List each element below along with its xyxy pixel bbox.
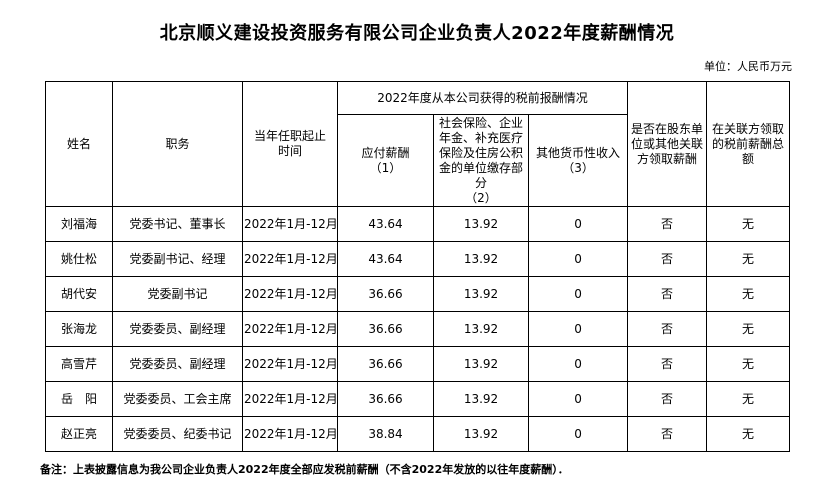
cell-related: 否: [627, 241, 708, 277]
cell-name: 岳 阳: [45, 381, 113, 417]
page-title: 北京顺义建设投资服务有限公司企业负责人2022年度薪酬情况: [159, 23, 675, 44]
footnote: 备注：上表披露信息为我公司企业负责人2022年度全部应发税前薪酬（不含2022年…: [40, 463, 569, 476]
cell-related: 否: [627, 206, 708, 242]
header-insurance: 社会保险、企业 年金、补充医疗 保险及住房公积 金的单位缴存部 分 （2）: [433, 114, 529, 207]
cell-position: 党委委员、副经理: [112, 346, 243, 382]
cell-total: 无: [706, 206, 791, 242]
cell-related: 否: [627, 416, 708, 452]
cell-other: 0: [527, 346, 629, 382]
header-row-group: 姓名 职务 当年任职起止 时间 2022年度从本公司获得的税前报酬情况 是否在股…: [45, 81, 791, 207]
cell-insurance: 13.92: [433, 416, 529, 452]
cell-tenure: 2022年1月-12月: [242, 381, 338, 417]
cell-related: 否: [627, 381, 708, 417]
cell-total: 无: [706, 346, 791, 382]
cell-pay: 36.66: [337, 381, 434, 417]
cell-total: 无: [706, 241, 791, 277]
cell-position: 党委副书记: [112, 276, 243, 312]
cell-name: 张海龙: [45, 311, 113, 347]
cell-total: 无: [706, 311, 791, 347]
cell-other: 0: [527, 206, 629, 242]
cell-insurance: 13.92: [433, 346, 529, 382]
table-row: 胡代安 党委副书记 2022年1月-12月 36.66 13.92 0 否 无: [45, 276, 791, 312]
cell-name: 姚仕松: [45, 241, 113, 277]
cell-tenure: 2022年1月-12月: [242, 276, 338, 312]
salary-table: 姓名 职务 当年任职起止 时间 2022年度从本公司获得的税前报酬情况 是否在股…: [45, 81, 791, 452]
header-position: 职务: [112, 81, 243, 207]
cell-related: 否: [627, 311, 708, 347]
cell-tenure: 2022年1月-12月: [242, 416, 338, 452]
cell-name: 胡代安: [45, 276, 113, 312]
cell-insurance: 13.92: [433, 276, 529, 312]
table-row: 赵正亮 党委委员、纪委书记 2022年1月-12月 38.84 13.92 0 …: [45, 416, 791, 452]
cell-other: 0: [527, 276, 629, 312]
cell-name: 高雪芹: [45, 346, 113, 382]
header-tenure: 当年任职起止 时间: [242, 81, 338, 207]
cell-pay: 38.84: [337, 416, 434, 452]
cell-pay: 43.64: [337, 241, 434, 277]
cell-total: 无: [706, 276, 791, 312]
cell-pay: 36.66: [337, 346, 434, 382]
cell-insurance: 13.92: [433, 206, 529, 242]
cell-other: 0: [527, 311, 629, 347]
unit-label: 单位：人民币万元: [704, 60, 792, 73]
header-related-total: 在关联方领取 的税前薪酬总 额: [706, 81, 791, 207]
header-other-income: 其他货币性收入 （3）: [527, 114, 629, 207]
cell-insurance: 13.92: [433, 311, 529, 347]
cell-position: 党委委员、纪委书记: [112, 416, 243, 452]
cell-total: 无: [706, 381, 791, 417]
table-row: 岳 阳 党委委员、工会主席 2022年1月-12月 36.66 13.92 0 …: [45, 381, 791, 417]
cell-name: 赵正亮: [45, 416, 113, 452]
cell-pay: 43.64: [337, 206, 434, 242]
cell-position: 党委委员、工会主席: [112, 381, 243, 417]
cell-total: 无: [706, 416, 791, 452]
cell-tenure: 2022年1月-12月: [242, 346, 338, 382]
header-related-party: 是否在股东单 位或其他关联 方领取薪酬: [627, 81, 708, 207]
cell-related: 否: [627, 276, 708, 312]
cell-position: 党委委员、副经理: [112, 311, 243, 347]
cell-name: 刘福海: [45, 206, 113, 242]
header-name: 姓名: [45, 81, 113, 207]
header-compensation-group: 2022年度从本公司获得的税前报酬情况: [336, 81, 629, 115]
table-row: 刘福海 党委书记、董事长 2022年1月-12月 43.64 13.92 0 否…: [45, 206, 791, 242]
cell-position: 党委副书记、经理: [112, 241, 243, 277]
header-pay: 应付薪酬 （1）: [337, 114, 434, 207]
cell-related: 否: [627, 346, 708, 382]
table-row: 张海龙 党委委员、副经理 2022年1月-12月 36.66 13.92 0 否…: [45, 311, 791, 347]
cell-other: 0: [527, 416, 629, 452]
cell-tenure: 2022年1月-12月: [242, 206, 338, 242]
cell-position: 党委书记、董事长: [112, 206, 243, 242]
cell-insurance: 13.92: [433, 381, 529, 417]
table-row: 姚仕松 党委副书记、经理 2022年1月-12月 43.64 13.92 0 否…: [45, 241, 791, 277]
cell-other: 0: [527, 381, 629, 417]
cell-pay: 36.66: [337, 311, 434, 347]
cell-insurance: 13.92: [433, 241, 529, 277]
cell-tenure: 2022年1月-12月: [242, 241, 338, 277]
cell-pay: 36.66: [337, 276, 434, 312]
cell-other: 0: [527, 241, 629, 277]
cell-tenure: 2022年1月-12月: [242, 311, 338, 347]
table-row: 高雪芹 党委委员、副经理 2022年1月-12月 36.66 13.92 0 否…: [45, 346, 791, 382]
